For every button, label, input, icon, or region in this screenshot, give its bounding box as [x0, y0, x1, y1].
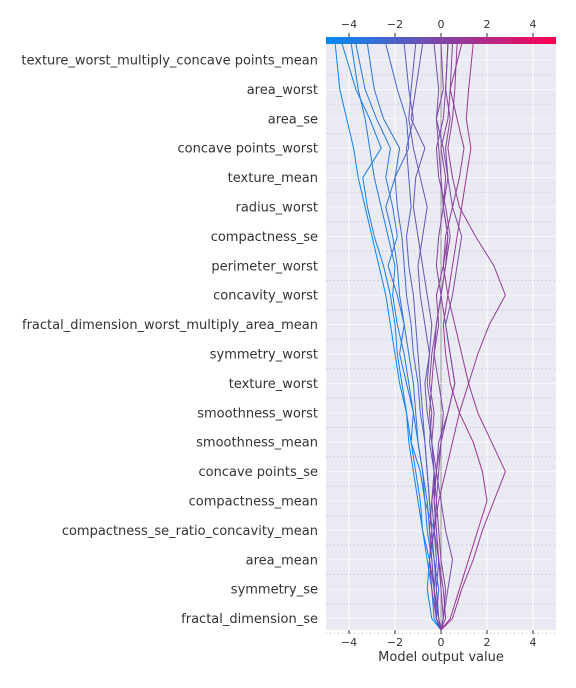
colorbar	[326, 37, 556, 44]
bottom-tick-label: 2	[484, 636, 491, 649]
feature-label: perimeter_worst	[211, 259, 318, 274]
feature-label: texture_worst	[229, 377, 318, 392]
decision-line	[440, 43, 488, 630]
feature-label: symmetry_se	[231, 583, 318, 598]
top-axis-ticks: −4 −2 0 2 4	[341, 18, 537, 37]
decision-line	[428, 43, 456, 630]
feature-label: fractal_dimension_worst_multiply_area_me…	[22, 318, 318, 333]
top-tick-label: 4	[530, 18, 537, 31]
x-axis-label: Model output value	[378, 650, 504, 665]
bottom-tick-label: 0	[438, 636, 445, 649]
decision-line	[428, 43, 451, 630]
feature-label: fractal_dimension_se	[181, 612, 318, 627]
decision-line	[341, 43, 442, 630]
feature-label: area_se	[268, 112, 318, 127]
feature-label: compactness_se_ratio_concavity_mean	[62, 524, 318, 539]
feature-label: area_mean	[246, 553, 318, 568]
feature-label: concave points_worst	[177, 142, 318, 157]
feature-label: smoothness_mean	[196, 436, 318, 451]
top-tick-label: −4	[341, 18, 357, 31]
decision-line	[440, 43, 506, 630]
feature-label: concave points_se	[199, 465, 318, 480]
top-tick-label: −2	[387, 18, 403, 31]
feature-labels: texture_worst_multiply_concave points_me…	[21, 54, 318, 628]
feature-label: concavity_worst	[213, 289, 318, 304]
decision-line	[433, 43, 449, 630]
top-tick-label: 2	[484, 18, 491, 31]
bottom-axis-ticks: −4 −2 0 2 4	[341, 630, 537, 649]
feature-label: smoothness_worst	[197, 406, 318, 421]
decision-line	[408, 43, 442, 630]
top-tick-label: 0	[438, 18, 445, 31]
feature-label: texture_worst_multiply_concave points_me…	[21, 54, 318, 69]
bottom-tick-label: −4	[341, 636, 357, 649]
decision-line	[366, 43, 442, 630]
decision-lines-layer	[334, 43, 506, 630]
feature-label: radius_worst	[236, 201, 319, 216]
feature-label: symmetry_worst	[210, 348, 318, 363]
feature-label: compactness_se	[211, 230, 318, 245]
feature-label: compactness_mean	[189, 495, 318, 510]
bottom-tick-label: −2	[387, 636, 403, 649]
bottom-tick-label: 4	[530, 636, 537, 649]
colorbar-gradient	[326, 37, 556, 44]
feature-label: area_worst	[247, 83, 318, 98]
feature-label: texture_mean	[228, 171, 318, 186]
decision-line	[403, 43, 442, 630]
decision-line	[334, 43, 442, 630]
decision-line	[385, 43, 442, 630]
